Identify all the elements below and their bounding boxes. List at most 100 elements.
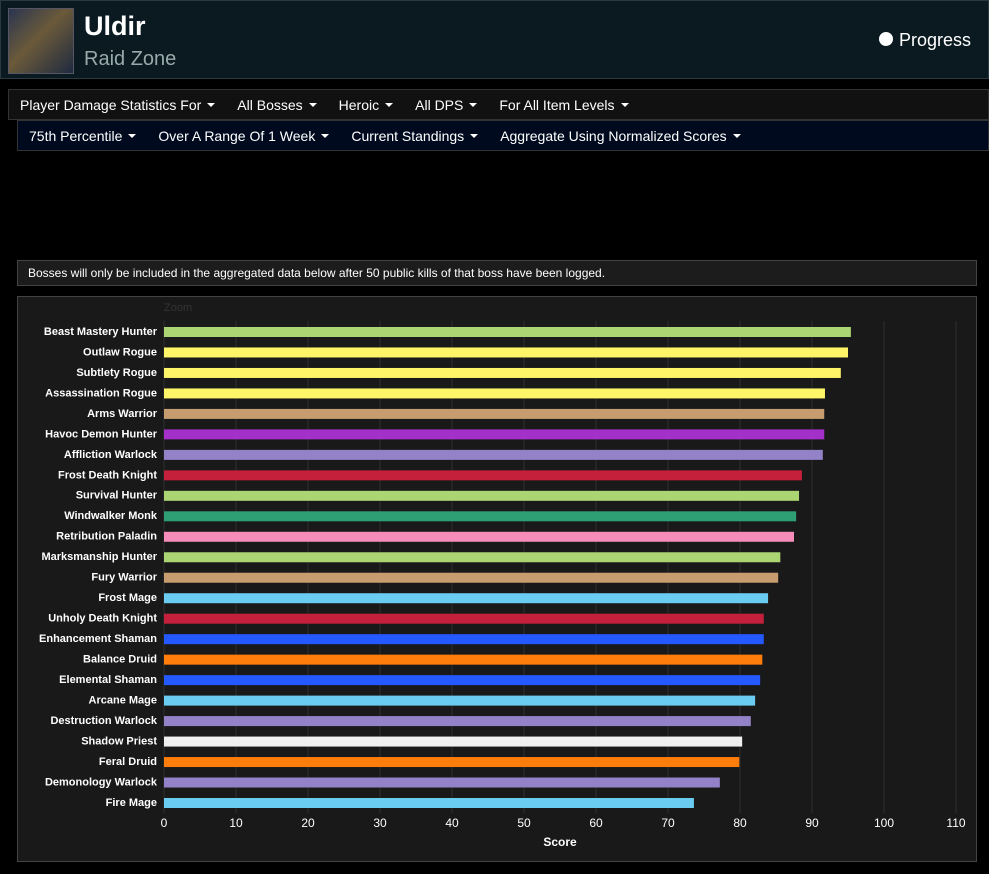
progress-link[interactable]: Progress <box>899 30 972 50</box>
filter-label: Current Standings <box>351 127 465 144</box>
y-tick-label: Arms Warrior <box>87 408 158 420</box>
x-tick-label: 0 <box>161 816 168 830</box>
filter-label: For All Item Levels <box>499 96 615 113</box>
bar <box>164 798 694 808</box>
y-tick-label: Marksmanship Hunter <box>41 551 157 563</box>
filter-label: Heroic <box>338 96 380 113</box>
x-tick-label: 70 <box>661 816 675 830</box>
y-tick-label: Beast Mastery Hunter <box>44 326 158 338</box>
y-tick-label: Elemental Shaman <box>59 674 157 686</box>
y-tick-label: Frost Mage <box>98 592 157 604</box>
caret <box>620 102 629 107</box>
y-tick-label: Havoc Demon Hunter <box>45 428 158 440</box>
filter-dropdown[interactable]: Aggregate Using Normalized Scores <box>489 128 751 144</box>
caret <box>128 133 137 138</box>
x-tick-label: 50 <box>517 816 531 830</box>
bar <box>164 736 743 747</box>
bar <box>164 490 800 501</box>
bar <box>164 757 740 768</box>
caret <box>470 133 479 138</box>
bar <box>164 552 781 563</box>
bar <box>164 408 825 419</box>
bar <box>164 572 779 583</box>
bar <box>164 675 761 686</box>
y-tick-label: Destruction Warlock <box>50 715 157 727</box>
zone-title: Uldir <box>84 11 146 41</box>
y-tick-label: Fury Warrior <box>91 572 157 584</box>
x-tick-label: 90 <box>805 816 819 830</box>
bar <box>164 777 720 788</box>
x-tick-label: 100 <box>874 816 894 830</box>
bar <box>164 470 802 481</box>
caret <box>469 102 478 107</box>
filter-label: All DPS <box>415 96 464 113</box>
x-tick-label: 110 <box>946 816 965 830</box>
bar <box>164 449 823 460</box>
zone-subtitle: Raid Zone <box>84 48 177 70</box>
filter-label: Aggregate Using Normalized Scores <box>500 127 727 144</box>
filter-dropdown[interactable]: All Bosses <box>226 97 327 113</box>
filter-dropdown[interactable]: For All Item Levels <box>488 97 639 113</box>
y-tick-label: Survival Hunter <box>76 490 158 502</box>
y-tick-label: Balance Druid <box>83 654 157 666</box>
x-tick-label: 80 <box>733 816 747 830</box>
bar <box>164 511 797 522</box>
filter-label: Player Damage Statistics For <box>20 96 202 113</box>
x-tick-label: 30 <box>373 816 387 830</box>
x-tick-label: 60 <box>589 816 603 830</box>
y-tick-label: Feral Druid <box>99 756 157 768</box>
y-tick-label: Enhancement Shaman <box>39 633 157 645</box>
bar <box>164 634 764 645</box>
bar <box>164 347 848 358</box>
bar <box>164 367 841 378</box>
y-tick-label: Outlaw Rogue <box>83 346 157 358</box>
bar <box>164 654 763 665</box>
caret <box>308 102 317 107</box>
filter-label: All Bosses <box>237 96 303 113</box>
x-tick-label: 20 <box>301 816 315 830</box>
x-tick-label: 10 <box>229 816 243 830</box>
filter-bar: 75th Percentile Over A Range Of 1 Week Cur… <box>17 120 989 151</box>
bar <box>164 327 851 337</box>
filter-dropdown[interactable]: All DPS <box>404 97 488 113</box>
y-tick-label: Arcane Mage <box>89 695 157 707</box>
zoom-label: Zoom <box>164 302 192 314</box>
filter-dropdown[interactable]: Player Damage Statistics For <box>9 97 226 113</box>
x-tick-label: 40 <box>445 816 459 830</box>
y-tick-label: Subtlety Rogue <box>76 367 157 379</box>
y-tick-label: Demonology Warlock <box>45 776 158 788</box>
y-tick-label: Assassination Rogue <box>45 387 157 399</box>
header: Uldir Raid Zone Progress <box>0 0 989 79</box>
bar <box>164 716 751 727</box>
bar <box>164 613 764 624</box>
bar <box>164 695 756 706</box>
y-tick-label: Unholy Death Knight <box>48 613 157 625</box>
x-axis-label: Score <box>543 835 577 849</box>
filter-dropdown[interactable]: Heroic <box>328 97 404 113</box>
filter-dropdown[interactable]: 75th Percentile <box>18 128 147 144</box>
caret <box>321 133 330 138</box>
filter-dropdown[interactable]: Current Standings <box>340 128 489 144</box>
caret <box>385 102 394 107</box>
caret <box>207 102 216 107</box>
filter-bar: Player Damage Statistics For All Bosses He… <box>8 89 989 120</box>
notice: Bosses will only be included in the aggr… <box>17 260 977 286</box>
filter-label: Over A Range Of 1 Week <box>158 127 316 144</box>
y-tick-label: Shadow Priest <box>81 735 157 747</box>
globe-icon <box>879 32 893 46</box>
filter-dropdown[interactable]: Over A Range Of 1 Week <box>147 128 340 144</box>
bar <box>164 429 825 440</box>
zone-icon <box>8 8 74 74</box>
y-tick-label: Retribution Paladin <box>56 531 157 543</box>
y-tick-label: Affliction Warlock <box>64 449 158 461</box>
bar <box>164 593 769 604</box>
chart: Zoom 0 10 20 30 40 50 60 70 80 90 100 110 Score Beast … <box>17 296 977 862</box>
y-tick-label: Windwalker Monk <box>64 510 158 522</box>
bar <box>164 531 794 542</box>
y-tick-label: Fire Mage <box>106 797 157 809</box>
filter-label: 75th Percentile <box>29 127 123 144</box>
caret <box>732 133 741 138</box>
y-tick-label: Frost Death Knight <box>58 469 157 481</box>
bar <box>164 388 825 399</box>
